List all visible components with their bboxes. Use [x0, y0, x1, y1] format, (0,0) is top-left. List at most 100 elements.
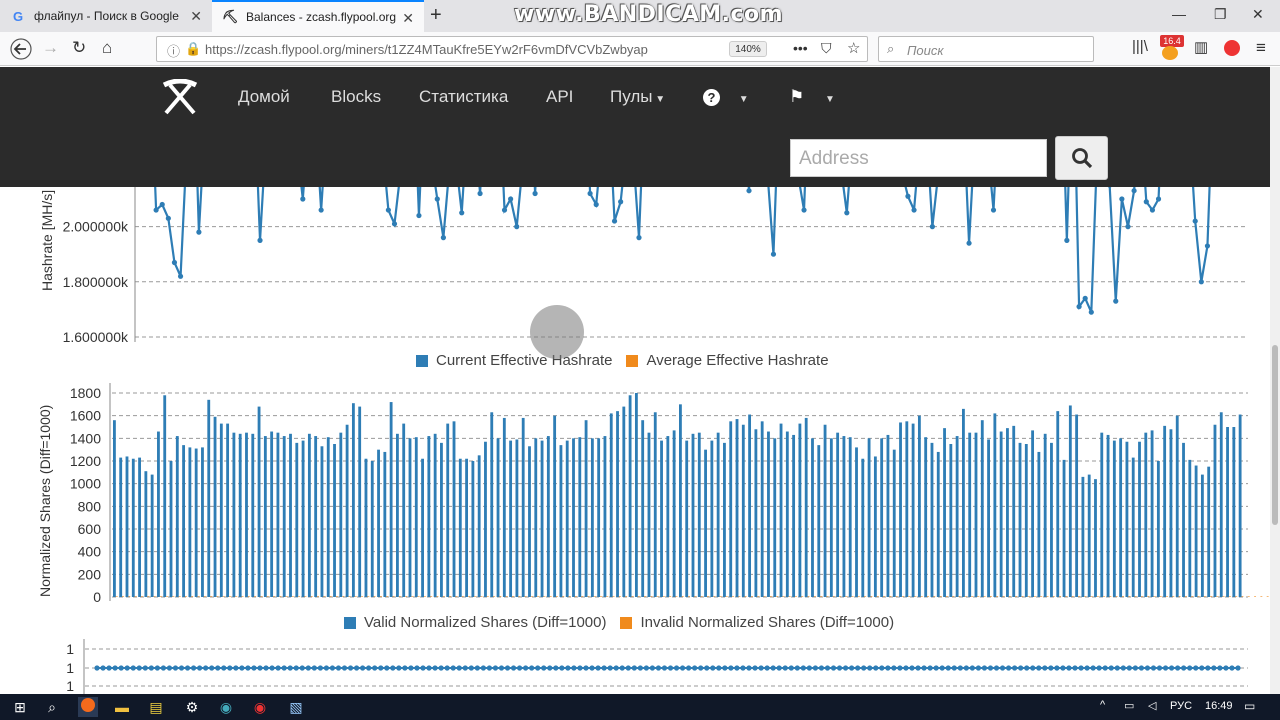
- workers-point: [800, 665, 806, 671]
- scrollbar-thumb[interactable]: [1272, 345, 1278, 525]
- tab-label: флайпул - Поиск в Google: [34, 9, 179, 23]
- invalid-shares-bar: [813, 596, 816, 597]
- volume-icon[interactable]: ◁: [1148, 700, 1157, 712]
- notes-icon[interactable]: ▤: [149, 699, 163, 715]
- language-dropdown[interactable]: ⚑ ▼: [789, 87, 835, 107]
- address-search-button[interactable]: [1055, 136, 1108, 180]
- legend-invalid[interactable]: Invalid Normalized Shares (Diff=1000): [640, 614, 895, 631]
- search-icon[interactable]: ⌕: [48, 699, 56, 715]
- invalid-shares-bar: [115, 596, 118, 597]
- workers-point: [1144, 665, 1151, 671]
- legend-swatch-valid: [344, 616, 356, 629]
- address-input[interactable]: Address: [790, 139, 1047, 177]
- app-icon[interactable]: ◉: [219, 699, 233, 715]
- forward-button[interactable]: →: [42, 38, 59, 57]
- maximize-button[interactable]: ❐: [1214, 6, 1227, 22]
- valid-shares-bar: [1232, 427, 1236, 597]
- windows-start-icon[interactable]: ⊞: [14, 699, 26, 715]
- tab-balances[interactable]: ⛏ Balances - zcash.flypool.org ✕: [212, 0, 424, 32]
- workers-point: [1223, 665, 1229, 671]
- workers-point: [643, 665, 649, 671]
- invalid-shares-bar: [732, 596, 735, 597]
- language-indicator[interactable]: РУС: [1170, 700, 1193, 712]
- new-tab-button[interactable]: +: [430, 4, 442, 26]
- workers-point: [770, 665, 776, 671]
- notifications-icon[interactable]: ▭: [1244, 699, 1256, 713]
- workers-point: [221, 665, 227, 671]
- current-hashrate-point: [990, 207, 997, 213]
- workers-point: [281, 665, 287, 671]
- more-actions-icon[interactable]: •••: [793, 40, 808, 56]
- workers-point: [269, 665, 275, 671]
- url-text: https://zcash.flypool.org/miners/t1ZZ4MT…: [205, 42, 648, 57]
- current-hashrate-point: [177, 273, 184, 279]
- legend-current[interactable]: Current Effective Hashrate: [436, 352, 613, 369]
- workers-point: [396, 665, 402, 671]
- valid-shares-bar: [396, 433, 399, 597]
- invalid-shares-bar: [587, 596, 590, 597]
- addon-icon[interactable]: [1162, 46, 1178, 60]
- valid-shares-bar: [1200, 474, 1204, 597]
- reload-icon[interactable]: ↻: [72, 38, 87, 57]
- nav-pools[interactable]: Пулы ▼: [610, 87, 665, 107]
- valid-shares-bar: [685, 440, 689, 597]
- zoom-level[interactable]: 140%: [729, 41, 767, 57]
- invalid-shares-bar: [738, 596, 741, 597]
- back-button[interactable]: [10, 38, 32, 65]
- folder-icon[interactable]: ▬: [115, 699, 129, 715]
- nav-api[interactable]: API: [546, 87, 574, 106]
- workers-point: [432, 665, 438, 671]
- valid-shares-bar: [131, 458, 135, 597]
- clock[interactable]: 16:49: [1205, 700, 1233, 712]
- search-input[interactable]: ⌕ Поиск: [878, 36, 1094, 62]
- nav-statistics[interactable]: Статистика: [419, 87, 509, 106]
- workers-point: [861, 665, 867, 671]
- record-icon[interactable]: ◉: [253, 699, 267, 715]
- pocket-icon[interactable]: ⛉: [821, 40, 832, 56]
- workers-point: [710, 665, 716, 671]
- workers-point: [444, 665, 450, 671]
- page-scrollbar[interactable]: [1270, 67, 1280, 694]
- close-tab-icon[interactable]: ✕: [190, 8, 202, 24]
- help-dropdown[interactable]: ? ▼: [703, 87, 749, 107]
- menu-icon[interactable]: ≡: [1256, 38, 1266, 57]
- workers-point: [951, 665, 957, 671]
- legend-average[interactable]: Average Effective Hashrate: [646, 352, 829, 369]
- tab-google-search[interactable]: G флайпул - Поиск в Google ✕: [0, 0, 212, 32]
- url-bar[interactable]: ⓘ 🔒 https://zcash.flypool.org/miners/t1Z…: [156, 36, 868, 62]
- window-close-button[interactable]: ✕: [1252, 6, 1264, 22]
- legend-valid[interactable]: Valid Normalized Shares (Diff=1000): [364, 614, 607, 631]
- sidebar-icon[interactable]: ▥: [1194, 39, 1209, 56]
- library-icon[interactable]: |||\: [1132, 38, 1148, 55]
- current-hashrate-point: [1119, 196, 1125, 202]
- firefox-icon[interactable]: [78, 697, 98, 717]
- workers-point: [166, 665, 173, 671]
- nav-home[interactable]: Домой: [238, 87, 290, 106]
- valid-shares-bar: [263, 436, 267, 597]
- document-icon[interactable]: ▧: [289, 699, 303, 715]
- workers-point: [873, 665, 879, 671]
- close-tab-icon[interactable]: ✕: [402, 10, 414, 26]
- workers-point: [734, 665, 740, 671]
- valid-shares-bar: [905, 421, 909, 597]
- home-icon[interactable]: ⌂: [102, 38, 113, 57]
- workers-point: [993, 665, 1000, 671]
- nav-blocks[interactable]: Blocks: [331, 87, 382, 106]
- workers-point: [830, 665, 837, 671]
- battery-icon[interactable]: ▭: [1124, 700, 1135, 712]
- tray-chevron-icon[interactable]: ^: [1100, 699, 1106, 711]
- pickaxe-logo-icon[interactable]: [160, 78, 200, 122]
- workers-point: [504, 665, 511, 671]
- y-tick-label: 400: [78, 544, 102, 560]
- minimize-button[interactable]: —: [1172, 6, 1186, 22]
- workers-point: [915, 665, 921, 671]
- workers-point: [390, 665, 396, 671]
- bookmark-star-icon[interactable]: ☆: [847, 40, 861, 57]
- current-hashrate-point: [165, 215, 171, 221]
- opera-icon[interactable]: [1224, 40, 1240, 56]
- settings-icon[interactable]: ⚙: [185, 699, 199, 715]
- valid-shares-bar: [188, 447, 192, 597]
- workers-point: [1162, 665, 1169, 671]
- info-icon[interactable]: ⓘ: [167, 44, 181, 59]
- valid-shares-bar: [282, 436, 286, 597]
